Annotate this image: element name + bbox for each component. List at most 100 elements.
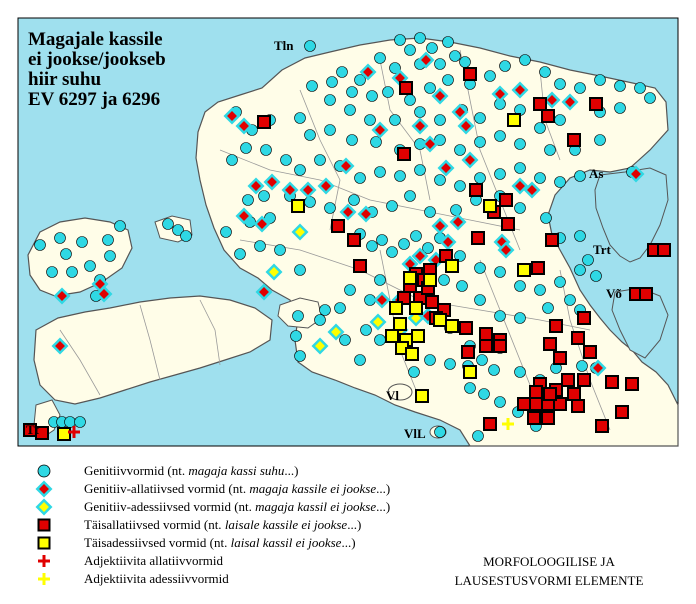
genitive-marker: [354, 74, 366, 86]
genitive-marker: [404, 94, 416, 106]
diamond-inner: [431, 255, 441, 265]
genitive-marker: [54, 232, 66, 244]
genitive-marker: [474, 262, 486, 274]
genitive-marker: [180, 230, 192, 242]
square-marker: [571, 399, 585, 413]
genitive-marker: [304, 196, 316, 208]
genitive-marker: [539, 66, 551, 78]
genitive-marker: [398, 238, 410, 250]
square-marker: [423, 273, 437, 287]
genitive-marker: [374, 52, 386, 64]
diamond-inner: [425, 139, 435, 149]
legend-suffix: ...): [376, 499, 391, 514]
diamond-inner: [267, 177, 277, 187]
square-marker: [527, 411, 541, 425]
diamond-inner: [295, 227, 305, 237]
genitive-marker: [344, 284, 356, 296]
genitive-marker: [424, 206, 436, 218]
genitive-marker: [564, 294, 576, 306]
genitive-marker: [366, 240, 378, 252]
diamond-inner: [341, 161, 351, 171]
genitive-marker: [514, 138, 526, 150]
legend-example: magaja kassile ei jookse: [249, 481, 377, 496]
square-marker: [461, 345, 475, 359]
genitive-marker: [274, 244, 286, 256]
note-line-1: MORFOLOOGILISE JA: [483, 554, 615, 569]
diamond-inner: [259, 287, 269, 297]
genitive-marker: [574, 170, 586, 182]
square-marker: [331, 219, 345, 233]
genitive-marker: [454, 250, 466, 262]
genitive-marker: [476, 354, 488, 366]
diamond-inner: [547, 95, 557, 105]
genitive-marker: [374, 166, 386, 178]
diamond-inner: [303, 185, 313, 195]
genitive-marker: [634, 82, 646, 94]
legend-prefix: Genitiivvormid (nt.: [84, 463, 189, 478]
genitive-marker: [234, 248, 246, 260]
diamond-inner: [361, 209, 371, 219]
genitive-marker: [442, 74, 454, 86]
map-title: Magajale kassile ei jookse/jookseb hiir …: [28, 30, 166, 110]
genitive-marker: [434, 114, 446, 126]
genitive-marker: [326, 76, 338, 88]
square-marker: [469, 183, 483, 197]
legend-prefix: Adjektiivita adessiivvormid: [84, 571, 229, 586]
genitive-marker: [474, 294, 486, 306]
legend-example: laisal kassil ei jookse: [230, 535, 342, 550]
genitive-marker: [374, 334, 386, 346]
legend-prefix: Täisadessiivsed vormid (nt.: [84, 535, 231, 550]
genitive-marker: [334, 302, 346, 314]
diamond-inner: [343, 207, 353, 217]
place-label-vil: VlL: [404, 426, 426, 441]
square-marker: [529, 397, 543, 411]
legend-prefix: Täisallatiivsed vormid (nt.: [84, 517, 225, 532]
genitive-marker: [102, 234, 114, 246]
square-marker: [411, 329, 425, 343]
circle-icon: [37, 464, 51, 478]
genitive-marker: [319, 304, 331, 316]
genitive-marker: [172, 224, 184, 236]
genitive-marker: [408, 366, 420, 378]
genitive-marker: [540, 212, 552, 224]
genitive-marker: [454, 180, 466, 192]
square-marker: [501, 217, 515, 231]
genitive-marker: [280, 154, 292, 166]
square-marker: [499, 193, 513, 207]
square-marker: [483, 199, 497, 213]
place-label-trt: Trt: [593, 242, 611, 257]
diamond-inner: [377, 295, 387, 305]
square-marker: [567, 387, 581, 401]
square-marker: [409, 301, 423, 315]
genitive-marker: [426, 42, 438, 54]
legend-example: magaja kassil ei jookse: [255, 499, 377, 514]
genitive-marker: [494, 168, 506, 180]
genitive-marker: [294, 264, 306, 276]
square-marker: [291, 199, 305, 213]
genitive-marker: [46, 266, 58, 278]
square-marker: [529, 385, 543, 399]
genitive-marker: [449, 50, 461, 62]
diamond-inner: [405, 259, 415, 269]
diamond-inner: [631, 169, 641, 179]
genitive-marker: [64, 416, 76, 428]
genitive-marker: [514, 280, 526, 292]
diamond-inner: [443, 237, 453, 247]
diamond-inner: [465, 155, 475, 165]
diamond-inner: [315, 341, 325, 351]
genitive-marker: [534, 284, 546, 296]
genitive-marker: [614, 102, 626, 114]
genitive-marker: [370, 136, 382, 148]
genitive-marker: [374, 274, 386, 286]
square-marker: [507, 113, 521, 127]
genitive-marker: [534, 122, 546, 134]
genitive-marker: [324, 124, 336, 136]
genitive-marker: [34, 239, 46, 251]
genitive-marker: [66, 266, 78, 278]
genitive-marker: [454, 144, 466, 156]
genitive-marker: [554, 276, 566, 288]
genitive-marker: [534, 172, 546, 184]
genitive-marker: [404, 190, 416, 202]
diamond-inner: [593, 363, 603, 373]
place-label-vl: Vl: [386, 388, 399, 403]
